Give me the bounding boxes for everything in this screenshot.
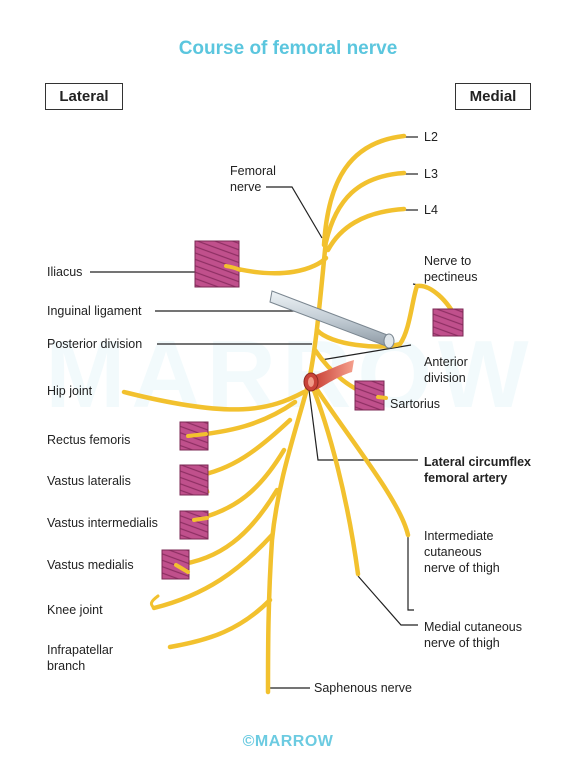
diagram-title: Course of femoral nerve — [178, 38, 398, 59]
intermediate-cutaneous-nerve-label: Intermediate cutaneous nerve of thigh — [424, 529, 500, 575]
pectineus-muscle — [432, 308, 464, 337]
vastus-medialis-label: Vastus medialis — [47, 558, 134, 572]
medial-cutaneous-nerve-label: Medial cutaneous nerve of thigh — [424, 620, 522, 650]
hip-joint-label: Hip joint — [47, 384, 93, 398]
muscle-blocks — [161, 240, 464, 580]
leader-lines — [90, 136, 425, 689]
lateral-circumflex-femoral-artery-label: Lateral circumflex femoral artery — [424, 455, 531, 485]
anterior-division-label: Anterior division — [424, 355, 468, 385]
root-l2-label: L2 — [424, 130, 438, 144]
footer-brand: ©MARROW — [242, 733, 334, 750]
sartorius-muscle — [354, 380, 385, 411]
femoral-nerve-label: Femoral nerve — [230, 164, 276, 194]
medial-tag: Medial — [455, 83, 531, 110]
saphenous-nerve-label: Saphenous nerve — [314, 681, 412, 695]
infrapatellar-branch-label: Infrapatellar branch — [47, 643, 114, 673]
watermark: MARROW — [45, 321, 535, 428]
rectus-femoris-label: Rectus femoris — [47, 433, 131, 447]
nerve-to-pectineus-label: Nerve to pectineus — [424, 254, 478, 284]
knee-joint-label: Knee joint — [47, 603, 103, 617]
iliacus-muscle — [194, 240, 240, 288]
inguinal-ligament-label: Inguinal ligament — [47, 304, 142, 318]
vastus-lateralis-muscle — [179, 464, 209, 496]
iliacus-label: Iliacus — [47, 265, 83, 279]
sartorius-label: Sartorius — [390, 397, 441, 411]
root-l3-label: L3 — [424, 167, 438, 181]
lateral-tag: Lateral — [45, 83, 123, 110]
posterior-division-label: Posterior division — [47, 337, 143, 351]
vastus-intermedialis-label: Vastus intermedialis — [47, 516, 158, 530]
root-l4-label: L4 — [424, 203, 438, 217]
vastus-lateralis-label: Vastus lateralis — [47, 474, 131, 488]
nerve-branches — [121, 133, 461, 695]
vastus-intermedialis-muscle — [179, 510, 209, 540]
